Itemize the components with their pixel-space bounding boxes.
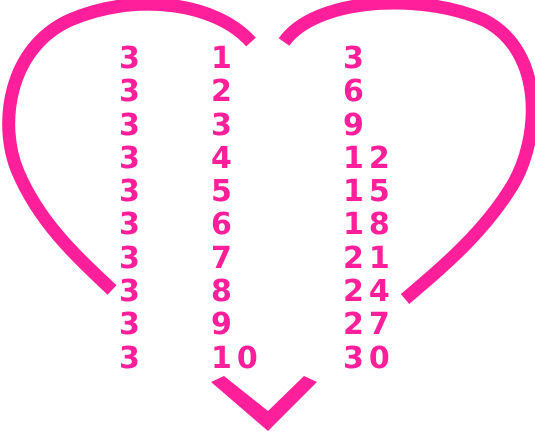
product-cell: 30: [343, 340, 395, 376]
factor-cell: 3: [119, 41, 145, 76]
product-cell: 9: [343, 107, 369, 143]
heart-bottom-tip: [211, 376, 317, 431]
product-cell: 27: [343, 307, 395, 343]
factor-cell: 3: [119, 174, 145, 210]
factor-cell: 3: [119, 340, 145, 376]
multiplier-cell: 5: [211, 174, 237, 210]
factor-column: 3 3 3 3 3 3 3 3 3 3: [119, 42, 145, 375]
factor-cell: 3: [119, 307, 145, 343]
heart-left-lobe: [2, 0, 256, 295]
product-cell: 15: [343, 174, 395, 210]
factor-cell: 3: [119, 74, 145, 110]
multiplier-cell: 7: [211, 240, 237, 276]
product-cell: 12: [343, 140, 395, 176]
factor-cell: 3: [119, 274, 145, 310]
factor-cell: 3: [119, 207, 145, 243]
multiplier-cell: 3: [211, 107, 237, 143]
factor-cell: 3: [119, 140, 145, 176]
multiplier-column: 1 2 3 4 5 6 7 8 9 10: [211, 42, 263, 375]
product-column: 3 6 9 12 15 18 21 24 27 30: [343, 42, 395, 375]
product-cell: 21: [343, 240, 395, 276]
multiplier-cell: 8: [211, 274, 237, 310]
multiplier-cell: 1: [211, 41, 237, 76]
multiplier-cell: 6: [211, 207, 237, 243]
product-cell: 24: [343, 274, 395, 310]
multiplier-cell: 4: [211, 140, 237, 176]
multiplier-cell: 2: [211, 74, 237, 110]
factor-cell: 3: [119, 240, 145, 276]
heart-right-lobe: [278, 0, 535, 304]
product-cell: 6: [343, 74, 369, 110]
product-cell: 3: [343, 41, 369, 76]
product-cell: 18: [343, 207, 395, 243]
multiplier-cell: 10: [211, 340, 263, 376]
factor-cell: 3: [119, 107, 145, 143]
multiplier-cell: 9: [211, 307, 237, 343]
